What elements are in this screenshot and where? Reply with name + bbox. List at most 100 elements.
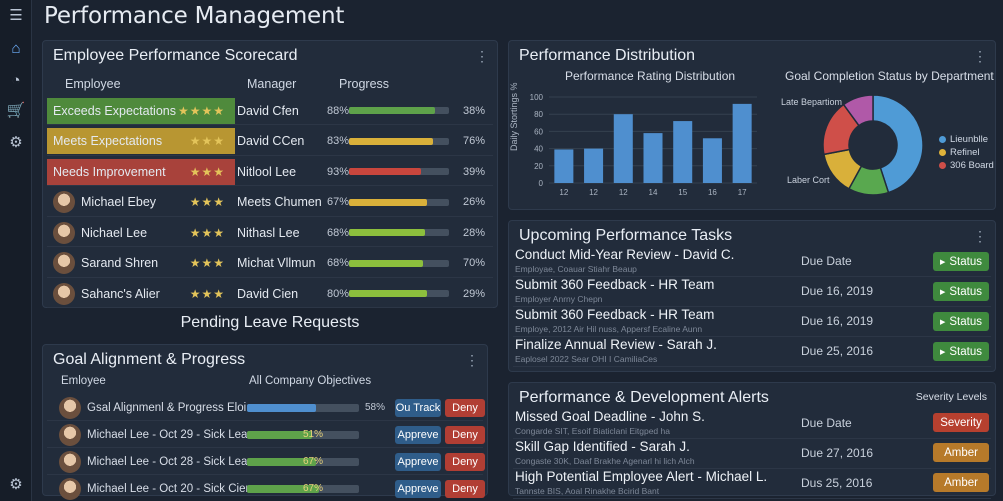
task-title: Conduct Mid-Year Review - David C. bbox=[515, 247, 735, 262]
secondary-percent: 38% bbox=[462, 104, 485, 117]
goal-header-objectives: All Company Objectives bbox=[249, 375, 372, 387]
status-button[interactable]: ▶ Status bbox=[933, 342, 989, 361]
goal-row[interactable]: Michael Lee - Oct 28 - Sick Leave 67% Appr… bbox=[47, 449, 485, 475]
goal-progress-fill bbox=[247, 457, 317, 466]
deny-button[interactable]: Deny bbox=[445, 398, 485, 417]
scorecard-row[interactable]: Sarand Shren ★★★ Michat Vllmun 68% 70% bbox=[47, 250, 493, 278]
goal-header-employee: Emloyee bbox=[61, 375, 106, 387]
task-due-date: Due 25, 2016 bbox=[801, 344, 874, 358]
scorecard-row[interactable]: Nichael Lee ★★★ Nithasl Lee 68% 28% bbox=[47, 219, 493, 247]
distribution-menu-icon[interactable]: ⋮ bbox=[973, 48, 987, 64]
employee-label: Sahanc's Alier bbox=[81, 286, 160, 301]
progress-percent: 67% bbox=[327, 196, 350, 208]
status-button[interactable]: ▶ Status bbox=[933, 252, 989, 271]
distribution-panel: Performance Distribution ⋮ Performance R… bbox=[508, 40, 996, 210]
task-row[interactable]: Submit 360 Feedback - HR Team Employer An… bbox=[513, 277, 991, 307]
scorecard-row[interactable]: Exceeds Expectations ★★★★ David Cfen 88% 38% bbox=[47, 97, 493, 125]
task-row[interactable]: Conduct Mid-Year Review - David C. Employ… bbox=[513, 247, 991, 277]
progress-fill bbox=[349, 107, 435, 114]
approve-button[interactable]: Ou Track bbox=[395, 398, 441, 417]
legend-item: 306 Board bbox=[939, 159, 994, 172]
approve-button[interactable]: Appreve bbox=[395, 479, 441, 498]
status-button[interactable]: ▶ Status bbox=[933, 282, 989, 301]
secondary-percent: 29% bbox=[462, 287, 485, 300]
y-tick-label: 20 bbox=[534, 162, 543, 171]
employee-label: Exceeds Expectations bbox=[53, 103, 176, 118]
x-tick-label: 12 bbox=[619, 188, 628, 197]
play-icon: ▶ bbox=[940, 258, 946, 266]
scorecard-row[interactable]: Sahanc's Alier ★★★ David Cien 80% 29% bbox=[47, 280, 493, 308]
legend-item: Lieunblle bbox=[939, 133, 994, 146]
severity-badge[interactable]: Severity bbox=[933, 413, 989, 432]
donut-slice-4 bbox=[842, 94, 874, 127]
avatar bbox=[59, 450, 81, 473]
alert-row[interactable]: Skill Gap Identified - Sarah J. Congaste … bbox=[513, 439, 991, 469]
goal-progress-bar bbox=[247, 484, 359, 493]
gear-icon[interactable]: ⚙ bbox=[9, 134, 23, 151]
employee-cell: Sahanc's Alier ★★★ bbox=[47, 281, 235, 307]
progress-bar bbox=[349, 259, 449, 267]
legend-swatch bbox=[939, 136, 946, 143]
approve-button[interactable]: Appreve bbox=[395, 425, 441, 444]
severity-badge[interactable]: Amber bbox=[933, 443, 989, 462]
secondary-percent: 70% bbox=[462, 257, 485, 269]
goal-row[interactable]: Gsal Alignmenl & Progress Eloi... 58% Ou T… bbox=[47, 395, 485, 421]
status-label: Status bbox=[949, 345, 982, 358]
top-bar: Performance Management bbox=[32, 0, 1003, 32]
alert-row[interactable]: Missed Goal Deadline - John S. Congarde S… bbox=[513, 409, 991, 439]
severity-badge[interactable]: Amber bbox=[933, 473, 989, 492]
progress-bar bbox=[349, 229, 449, 236]
bar-6 bbox=[732, 103, 752, 183]
goal-label: Gsal Alignmenl & Progress Eloi... bbox=[87, 401, 256, 414]
secondary-percent: 76% bbox=[462, 135, 485, 147]
scorecard-row[interactable]: Needs Improvement ★★★ Nitlool Lee 93% 39% bbox=[47, 158, 493, 186]
side-rail: ☰ ⌂ ◔ 🛒 ⚙ ⚙ bbox=[0, 0, 32, 501]
bar-3 bbox=[643, 133, 663, 183]
goal-row[interactable]: Michael Lee - Oct 29 - Sick Leave 51% Appr… bbox=[47, 422, 485, 448]
goal-row[interactable]: Michael Lee - Oct 20 - Sick Cien 67% Appre… bbox=[47, 476, 485, 501]
alert-row[interactable]: High Potential Employee Alert - Michael … bbox=[513, 469, 991, 499]
status-button[interactable]: ▶ Status bbox=[933, 312, 989, 331]
scorecard-panel: Employee Performance Scorecard ⋮ Employe… bbox=[42, 40, 498, 308]
rating-stars: ★★★ bbox=[189, 286, 225, 301]
task-title: Submit 360 Feedback - HR Team bbox=[515, 307, 715, 322]
task-title: Finalize Annual Review - Sarah J. bbox=[515, 337, 717, 352]
approve-button[interactable]: Appreve bbox=[395, 452, 441, 471]
bar-0 bbox=[554, 149, 574, 183]
deny-button[interactable]: Deny bbox=[445, 425, 485, 444]
goal-menu-icon[interactable]: ⋮ bbox=[465, 352, 479, 368]
bar-1 bbox=[584, 148, 604, 183]
alerts-title: Performance & Development Alerts bbox=[519, 389, 769, 406]
manager-name: David Cfen bbox=[237, 103, 299, 118]
analytics-icon[interactable]: ◔ bbox=[11, 71, 21, 89]
menu-icon[interactable]: ☰ bbox=[9, 7, 23, 24]
y-tick-label: 80 bbox=[534, 110, 543, 119]
task-due-date: Due 16, 2019 bbox=[801, 284, 874, 298]
task-row[interactable]: Submit 360 Feedback - HR Team Employe, 20… bbox=[513, 307, 991, 337]
progress-percent: 80% bbox=[327, 287, 350, 300]
deny-button[interactable]: Deny bbox=[445, 479, 485, 498]
deny-button[interactable]: Deny bbox=[445, 452, 485, 471]
scorecard-row[interactable]: Michael Ebey ★★★ Meets Chumen 67% 26% bbox=[47, 189, 493, 217]
play-icon: ▶ bbox=[940, 348, 946, 356]
play-icon: ▶ bbox=[940, 288, 946, 296]
alert-subtitle: Tannste BIS, Aoal Rinakhe Bcirid Bant bbox=[515, 486, 660, 496]
goal-percent: 51% bbox=[303, 429, 324, 440]
scorecard-menu-icon[interactable]: ⋮ bbox=[475, 48, 489, 64]
task-subtitle: Employae, Coauar Stiahr Beaup bbox=[515, 264, 637, 274]
x-tick-label: 15 bbox=[678, 188, 687, 197]
cart-icon[interactable]: 🛒 bbox=[6, 102, 26, 119]
progress-percent: 68% bbox=[327, 226, 350, 239]
legend-swatch bbox=[939, 149, 946, 156]
task-row[interactable]: Finalize Annual Review - Sarah J. Eaplose… bbox=[513, 337, 991, 367]
progress-percent: 93% bbox=[327, 165, 350, 178]
settings-icon[interactable]: ⚙ bbox=[9, 476, 23, 493]
employee-label: Meets Expectations bbox=[53, 134, 163, 148]
scorecard-row[interactable]: Meets Expectations ★★★ David CCen 83% 76% bbox=[47, 128, 493, 156]
tasks-menu-icon[interactable]: ⋮ bbox=[973, 228, 987, 244]
avatar bbox=[53, 282, 75, 305]
avatar bbox=[59, 477, 81, 500]
secondary-percent: 26% bbox=[462, 196, 485, 208]
employee-cell: Meets Expectations ★★★ bbox=[47, 128, 235, 154]
home-icon[interactable]: ⌂ bbox=[11, 39, 21, 57]
